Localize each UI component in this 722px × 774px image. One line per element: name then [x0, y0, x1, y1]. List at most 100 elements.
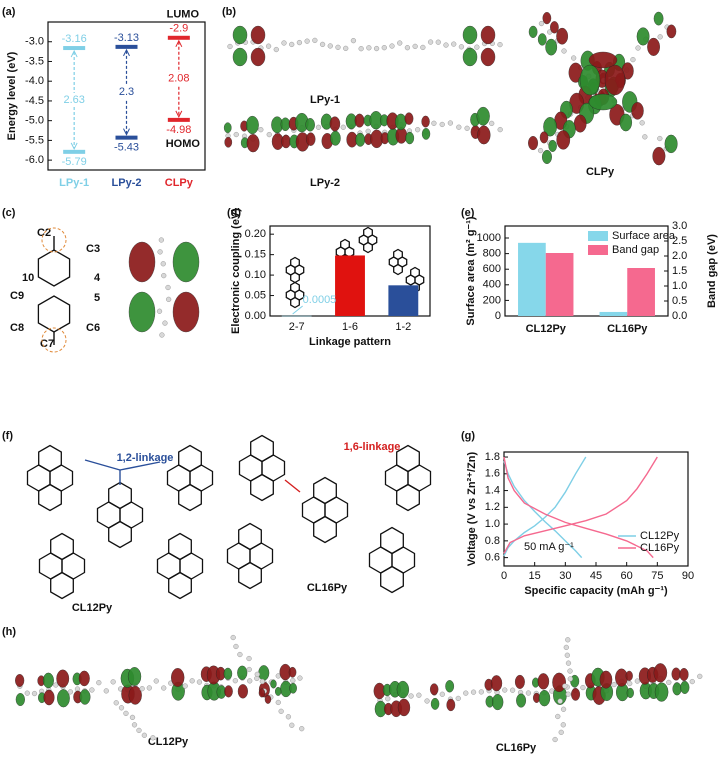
- atom: [565, 660, 572, 666]
- ring: [393, 263, 403, 276]
- orbital-lobe: [571, 688, 581, 701]
- tick-label: 30: [559, 570, 571, 582]
- orbital-lobe: [631, 102, 644, 120]
- atom: [666, 679, 672, 686]
- ring: [380, 565, 404, 594]
- orbital-lobe: [680, 681, 690, 694]
- value-label: -5.79: [62, 156, 87, 168]
- atom: [289, 41, 295, 48]
- orbital-lobe: [462, 47, 478, 67]
- orbital-lobe: [288, 666, 297, 678]
- x-tick-label: 1-2: [395, 321, 411, 333]
- orbital-lobe: [548, 139, 557, 152]
- legend-label: Surface area: [612, 230, 676, 242]
- ring: [363, 226, 373, 239]
- tick-label: 0.05: [245, 289, 266, 301]
- atom: [358, 46, 364, 52]
- atom: [67, 689, 74, 695]
- x-tick-label: CL16Py: [607, 323, 648, 335]
- axis-label: Surface area (m² g⁻¹): [465, 216, 477, 325]
- legend-label: Band gap: [612, 244, 659, 256]
- orbital-lobe: [588, 51, 618, 69]
- gap-label: 2.3: [119, 86, 134, 98]
- atom: [389, 43, 395, 49]
- atom: [290, 677, 296, 684]
- orbital-lobe: [446, 698, 456, 712]
- orbital-lobe: [224, 685, 233, 698]
- energy-level: [63, 46, 86, 51]
- ring: [50, 571, 74, 600]
- tick-label: 0.5: [672, 295, 687, 307]
- atom: [259, 678, 265, 685]
- atom: [420, 44, 426, 51]
- series-name: LUMO: [167, 9, 200, 21]
- category-label: CLPy: [165, 177, 194, 189]
- atom: [281, 40, 287, 46]
- bar: [599, 311, 628, 316]
- ring: [290, 281, 300, 294]
- ring: [168, 532, 192, 561]
- atom: [563, 644, 569, 651]
- atom: [160, 261, 166, 267]
- orbital-lobe: [636, 27, 650, 46]
- ring: [380, 526, 404, 555]
- atom: [697, 673, 703, 680]
- ring: [38, 483, 62, 512]
- tick-label: 600: [483, 263, 501, 275]
- category-label: LPy-2: [112, 177, 142, 189]
- orbital-lobe: [556, 130, 571, 150]
- orbital-lobe: [172, 291, 200, 333]
- ring: [396, 444, 420, 473]
- tick-label: 1.6: [485, 468, 500, 480]
- orbital-lobe: [462, 25, 478, 45]
- atom: [478, 689, 485, 695]
- panel-label: (f): [2, 430, 13, 442]
- atom-label: C6: [86, 322, 100, 334]
- atom: [525, 690, 532, 696]
- atom: [538, 20, 545, 27]
- orbital-lobe: [556, 27, 569, 45]
- orbital-lobe: [653, 663, 668, 683]
- atom: [350, 37, 357, 44]
- value-label: 0.0005: [303, 294, 337, 306]
- orbital-lobe: [647, 37, 660, 56]
- atom: [53, 682, 59, 688]
- atom: [470, 689, 477, 695]
- atom: [561, 48, 567, 54]
- atom: [156, 308, 163, 314]
- ring: [50, 532, 74, 561]
- atom: [89, 687, 95, 693]
- ring: [108, 520, 132, 549]
- highlight: [41, 327, 67, 353]
- atom: [158, 237, 165, 243]
- molecule-label: LPy-1: [310, 94, 340, 106]
- axis-label: Band gap (eV): [706, 234, 718, 308]
- orbital-lobe: [599, 670, 613, 689]
- tick-label: 0.20: [245, 228, 266, 240]
- orbital-lobe: [491, 694, 504, 711]
- orbital-lobe: [246, 134, 260, 153]
- orbital-lobe: [672, 682, 682, 696]
- atom: [635, 45, 641, 51]
- ring: [313, 476, 337, 505]
- label-bg: [61, 92, 88, 107]
- ring: [410, 266, 420, 279]
- arrow-head: [70, 142, 78, 150]
- orbital-lobe: [224, 136, 233, 148]
- panel-label: (h): [2, 626, 16, 638]
- orbital-lobe: [289, 682, 297, 694]
- tick-label: -6.0: [25, 154, 44, 166]
- orbital-lobe: [477, 125, 491, 145]
- ring: [178, 444, 202, 473]
- tick-label: 0.00: [245, 310, 266, 322]
- atom-label: C7: [40, 338, 54, 350]
- tick-label: 1000: [477, 232, 501, 244]
- label-bg: [165, 71, 192, 86]
- atom: [431, 120, 437, 126]
- atom: [157, 249, 163, 255]
- value-label: -3.16: [62, 33, 87, 45]
- ring: [250, 434, 274, 463]
- atom: [165, 296, 172, 303]
